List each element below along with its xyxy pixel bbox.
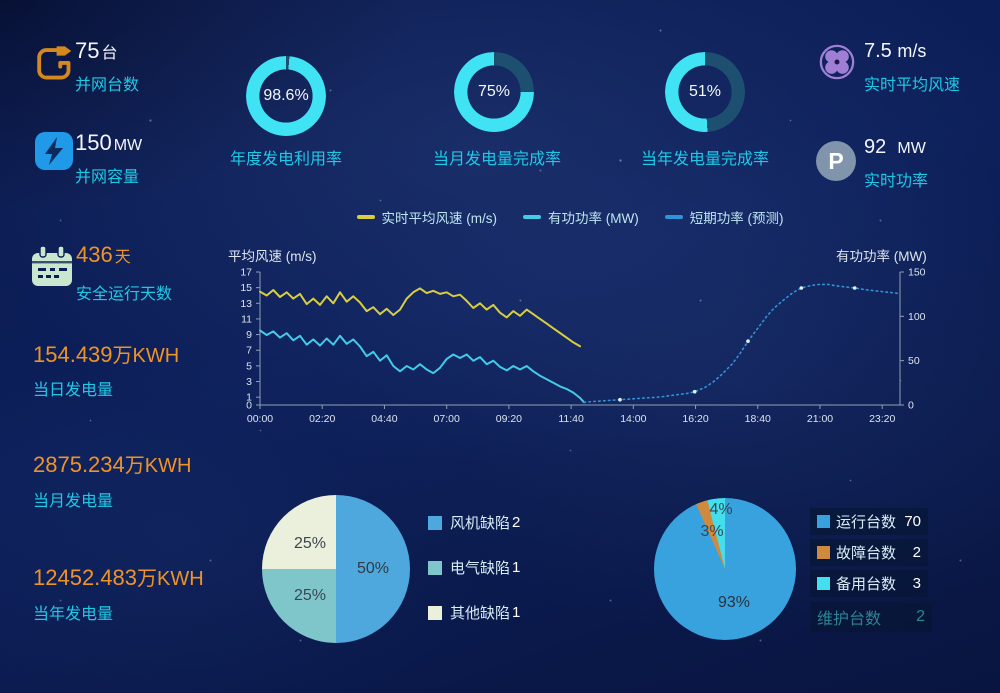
right-axis-title: 有功功率 (MW) — [836, 249, 927, 264]
yearly-generation-value: 12452.483万KWH — [33, 565, 204, 590]
realtime-wind-speed-value: 7.5 m/s — [864, 40, 927, 62]
svg-text:9: 9 — [246, 329, 252, 341]
turbine-defect-swatch — [428, 515, 442, 530]
defect-pie-label-25b: 25% — [293, 587, 327, 604]
legend-item-active-power[interactable]: 有功功率 (MW) — [523, 207, 639, 227]
svg-text:13: 13 — [240, 298, 252, 310]
svg-text:23:20: 23:20 — [869, 413, 895, 425]
grid-connected-units-label: 并网台数 — [75, 77, 140, 94]
grid-connected-units-value: 75 台 — [75, 38, 118, 63]
safe-operation-days-label: 安全运行天数 — [76, 286, 173, 303]
status-pie-label-3: 3% — [700, 523, 724, 540]
running-units-swatch — [817, 515, 830, 528]
svg-text:1: 1 — [246, 392, 252, 404]
realtime-power-label: 实时功率 — [864, 173, 929, 190]
svg-text:07:00: 07:00 — [434, 413, 460, 425]
yearly-completion-percent: 51% — [688, 83, 722, 100]
yearly-generation-label: 当年发电量 — [33, 606, 114, 623]
svg-text:11: 11 — [241, 313, 252, 325]
annual-utilization-gauge — [246, 56, 326, 136]
monthly-generation-label: 当月发电量 — [33, 493, 114, 510]
defect-pie-label-50: 50% — [356, 560, 390, 577]
defect-pie-label-25a: 25% — [293, 535, 327, 552]
bolt-icon — [34, 131, 74, 171]
svg-text:02:20: 02:20 — [309, 413, 335, 425]
power-icon: P — [816, 141, 856, 181]
legend-item-standby-units[interactable]: 备用台数 3 — [810, 570, 928, 597]
fan-icon — [818, 43, 856, 81]
monthly-completion-gauge — [454, 52, 534, 132]
active-power-legend-chip — [523, 214, 541, 220]
svg-text:11:40: 11:40 — [558, 413, 584, 425]
grid-capacity-label: 并网容量 — [75, 169, 140, 186]
other-defect-swatch — [428, 605, 442, 620]
svg-text:100: 100 — [908, 311, 926, 323]
left-axis-title: 平均风速 (m/s) — [228, 249, 317, 264]
line-chart-legend: 实时平均风速 (m/s) 有功功率 (MW) 短期功率 (预测) — [260, 207, 880, 227]
monthly-generation-value: 2875.234万KWH — [33, 452, 192, 477]
realtime-wind-speed-label: 实时平均风速 — [864, 77, 961, 94]
svg-text:14:00: 14:00 — [620, 413, 646, 425]
calendar-icon — [28, 244, 76, 290]
svg-text:17: 17 — [240, 267, 252, 279]
grid-capacity-value: 150 MW — [75, 130, 143, 155]
legend-item-other-defect[interactable]: 其他缺陷 1 — [428, 602, 520, 623]
svg-text:09:20: 09:20 — [496, 413, 522, 425]
svg-text:21:00: 21:00 — [807, 413, 833, 425]
yearly-completion-label: 当年发电量完成率 — [640, 151, 769, 168]
annual-utilization-percent: 98.6% — [263, 87, 309, 104]
svg-text:3: 3 — [246, 376, 252, 388]
svg-text:7: 7 — [246, 345, 252, 357]
electrical-defect-swatch — [428, 560, 442, 575]
daily-generation-label: 当日发电量 — [33, 382, 114, 399]
legend-item-wind-speed[interactable]: 实时平均风速 (m/s) — [356, 207, 497, 227]
status-pie-label-93: 93% — [717, 594, 751, 611]
daily-generation-value: 154.439万KWH — [33, 342, 180, 367]
wind-speed-legend-chip — [356, 214, 375, 220]
realtime-power-value: 92 MW — [864, 136, 926, 158]
safe-operation-days-value: 436 天 — [76, 242, 131, 267]
svg-text:0: 0 — [908, 400, 914, 412]
starfield-background — [0, 0, 1, 1]
svg-text:16:20: 16:20 — [682, 413, 708, 425]
legend-item-turbine-defect[interactable]: 风机缺陷 2 — [428, 512, 520, 533]
svg-text:00:00: 00:00 — [247, 413, 273, 425]
yearly-completion-gauge — [665, 52, 745, 132]
legend-item-electrical-defect[interactable]: 电气缺陷 1 — [428, 557, 520, 578]
svg-text:5: 5 — [246, 360, 252, 372]
legend-item-forecast-power[interactable]: 短期功率 (预测) — [664, 207, 783, 227]
legend-item-maintenance-units[interactable]: 维护台数 2 — [810, 602, 932, 632]
monthly-completion-percent: 75% — [477, 83, 511, 100]
svg-text:04:40: 04:40 — [371, 413, 397, 425]
forecast-power-legend-chip — [664, 214, 683, 220]
svg-text:18:40: 18:40 — [745, 413, 771, 425]
monthly-completion-label: 当月发电量完成率 — [432, 151, 561, 168]
turbine-status-pie-chart — [654, 498, 796, 640]
status-pie-label-4: 4% — [709, 501, 733, 518]
svg-text:0: 0 — [246, 400, 252, 412]
fault-units-swatch — [817, 546, 830, 559]
legend-item-fault-units[interactable]: 故障台数 2 — [810, 539, 928, 566]
annual-utilization-label: 年度发电利用率 — [229, 151, 342, 168]
svg-text:150: 150 — [908, 267, 926, 279]
defect-pie-chart — [262, 495, 410, 643]
plug-icon — [30, 40, 74, 84]
svg-text:15: 15 — [240, 282, 252, 294]
standby-units-swatch — [817, 577, 830, 590]
legend-item-running-units[interactable]: 运行台数 70 — [810, 508, 928, 535]
svg-text:50: 50 — [908, 355, 920, 367]
